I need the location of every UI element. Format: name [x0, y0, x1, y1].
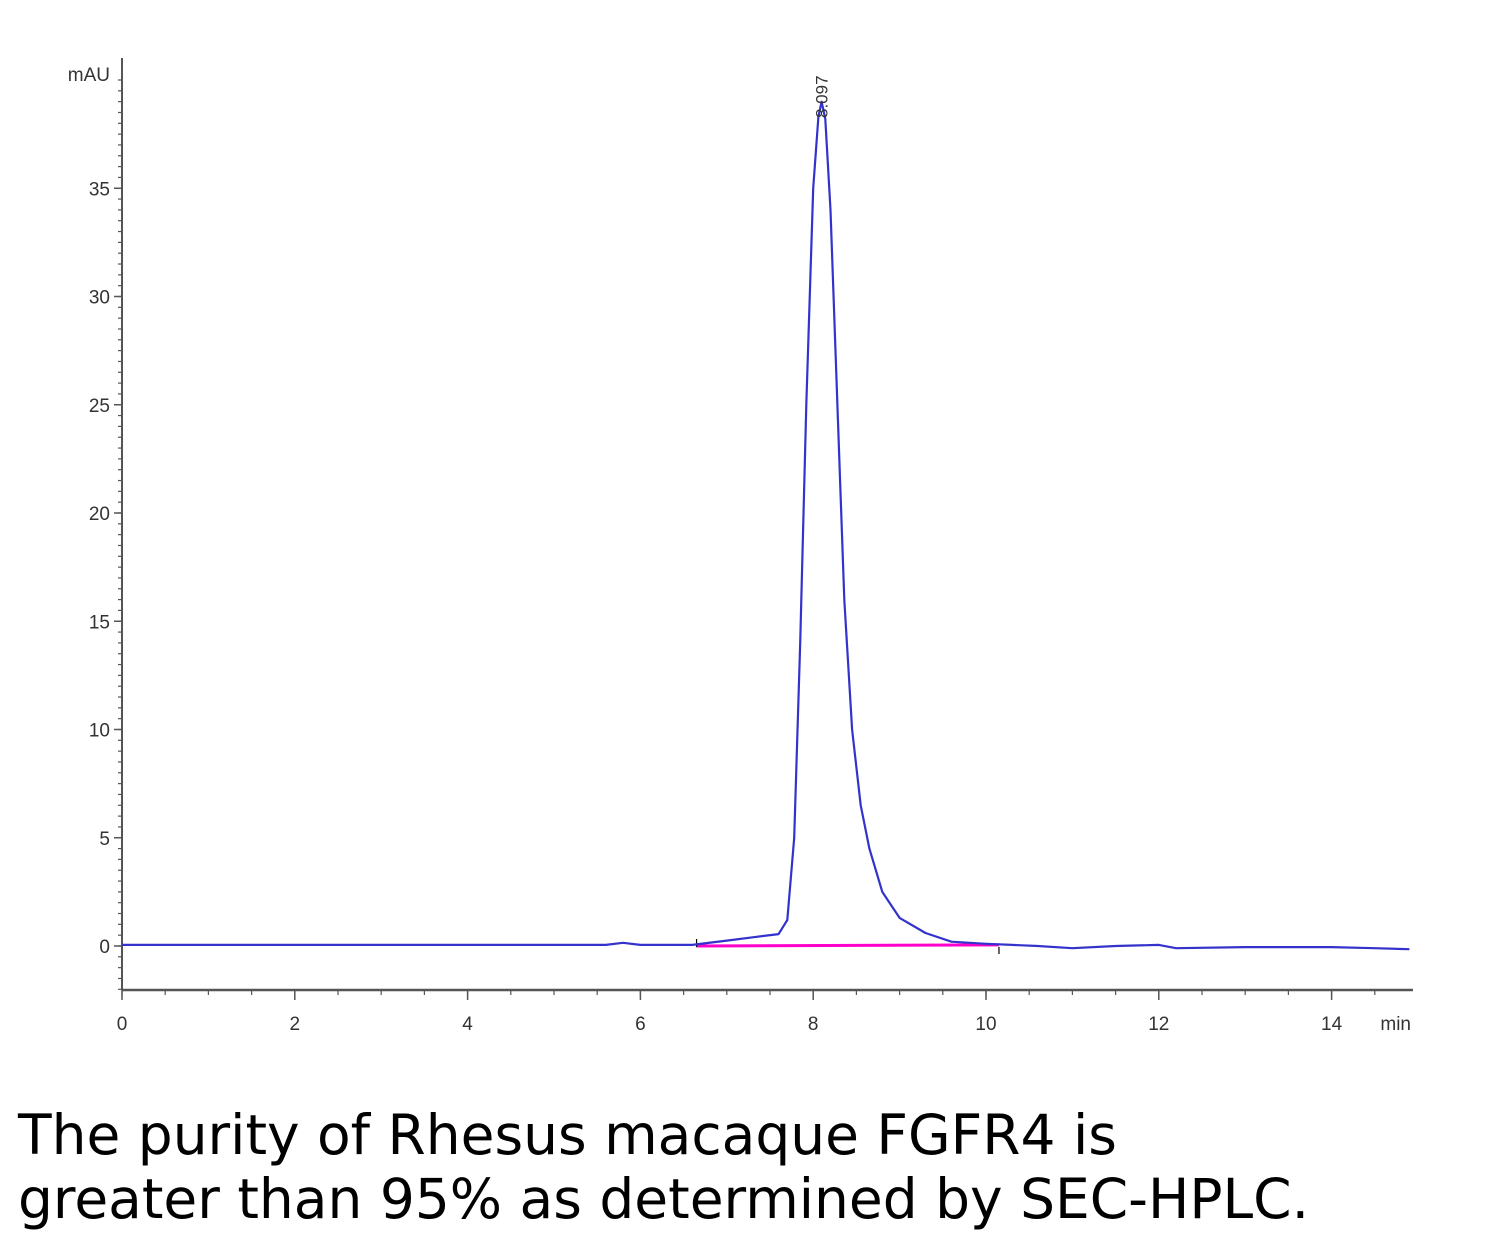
- x-tick-label: 8: [808, 1014, 819, 1035]
- x-axis: 0 2 4 6 8 10 12 14 min: [117, 988, 1413, 1035]
- y-tick-label: 0: [99, 937, 110, 958]
- x-tick-label: 4: [462, 1014, 473, 1035]
- x-tick-label: 6: [635, 1014, 646, 1035]
- y-tick-label: 30: [89, 288, 110, 309]
- x-unit-label: min: [1380, 1014, 1411, 1035]
- x-tick-label: 14: [1321, 1014, 1343, 1035]
- y-tick-label: 10: [89, 721, 110, 742]
- y-tick-label: 15: [89, 612, 110, 633]
- y-unit-label: mAU: [68, 65, 110, 86]
- y-tick-label: 35: [89, 179, 110, 200]
- y-tick-label: 25: [89, 396, 110, 417]
- peak-retention-label: 8.097: [813, 75, 832, 118]
- caption-line-2: greater than 95% as determined by SEC-HP…: [18, 1167, 1310, 1231]
- y-tick-label: 5: [99, 829, 110, 850]
- x-tick-label: 12: [1148, 1014, 1169, 1035]
- x-tick-label: 2: [290, 1014, 301, 1035]
- caption-line-1: The purity of Rhesus macaque FGFR4 is: [18, 1103, 1117, 1167]
- signal-trace-line: [122, 100, 1410, 951]
- chromatogram-chart: 0 2 4 6 8 10 12 14 min 0 5 10 15 20 25 30 35 mAU 8.097: [68, 58, 1413, 1035]
- x-tick-label: 0: [117, 1014, 128, 1035]
- x-tick-label: 10: [975, 1014, 996, 1035]
- figure-caption: The purity of Rhesus macaque FGFR4 is gr…: [18, 1103, 1488, 1231]
- plot-area: 8.097: [122, 75, 1410, 954]
- y-axis: 0 5 10 15 20 25 30 35 mAU: [68, 58, 123, 990]
- y-tick-label: 20: [89, 504, 110, 525]
- integration-baseline: [696, 943, 999, 948]
